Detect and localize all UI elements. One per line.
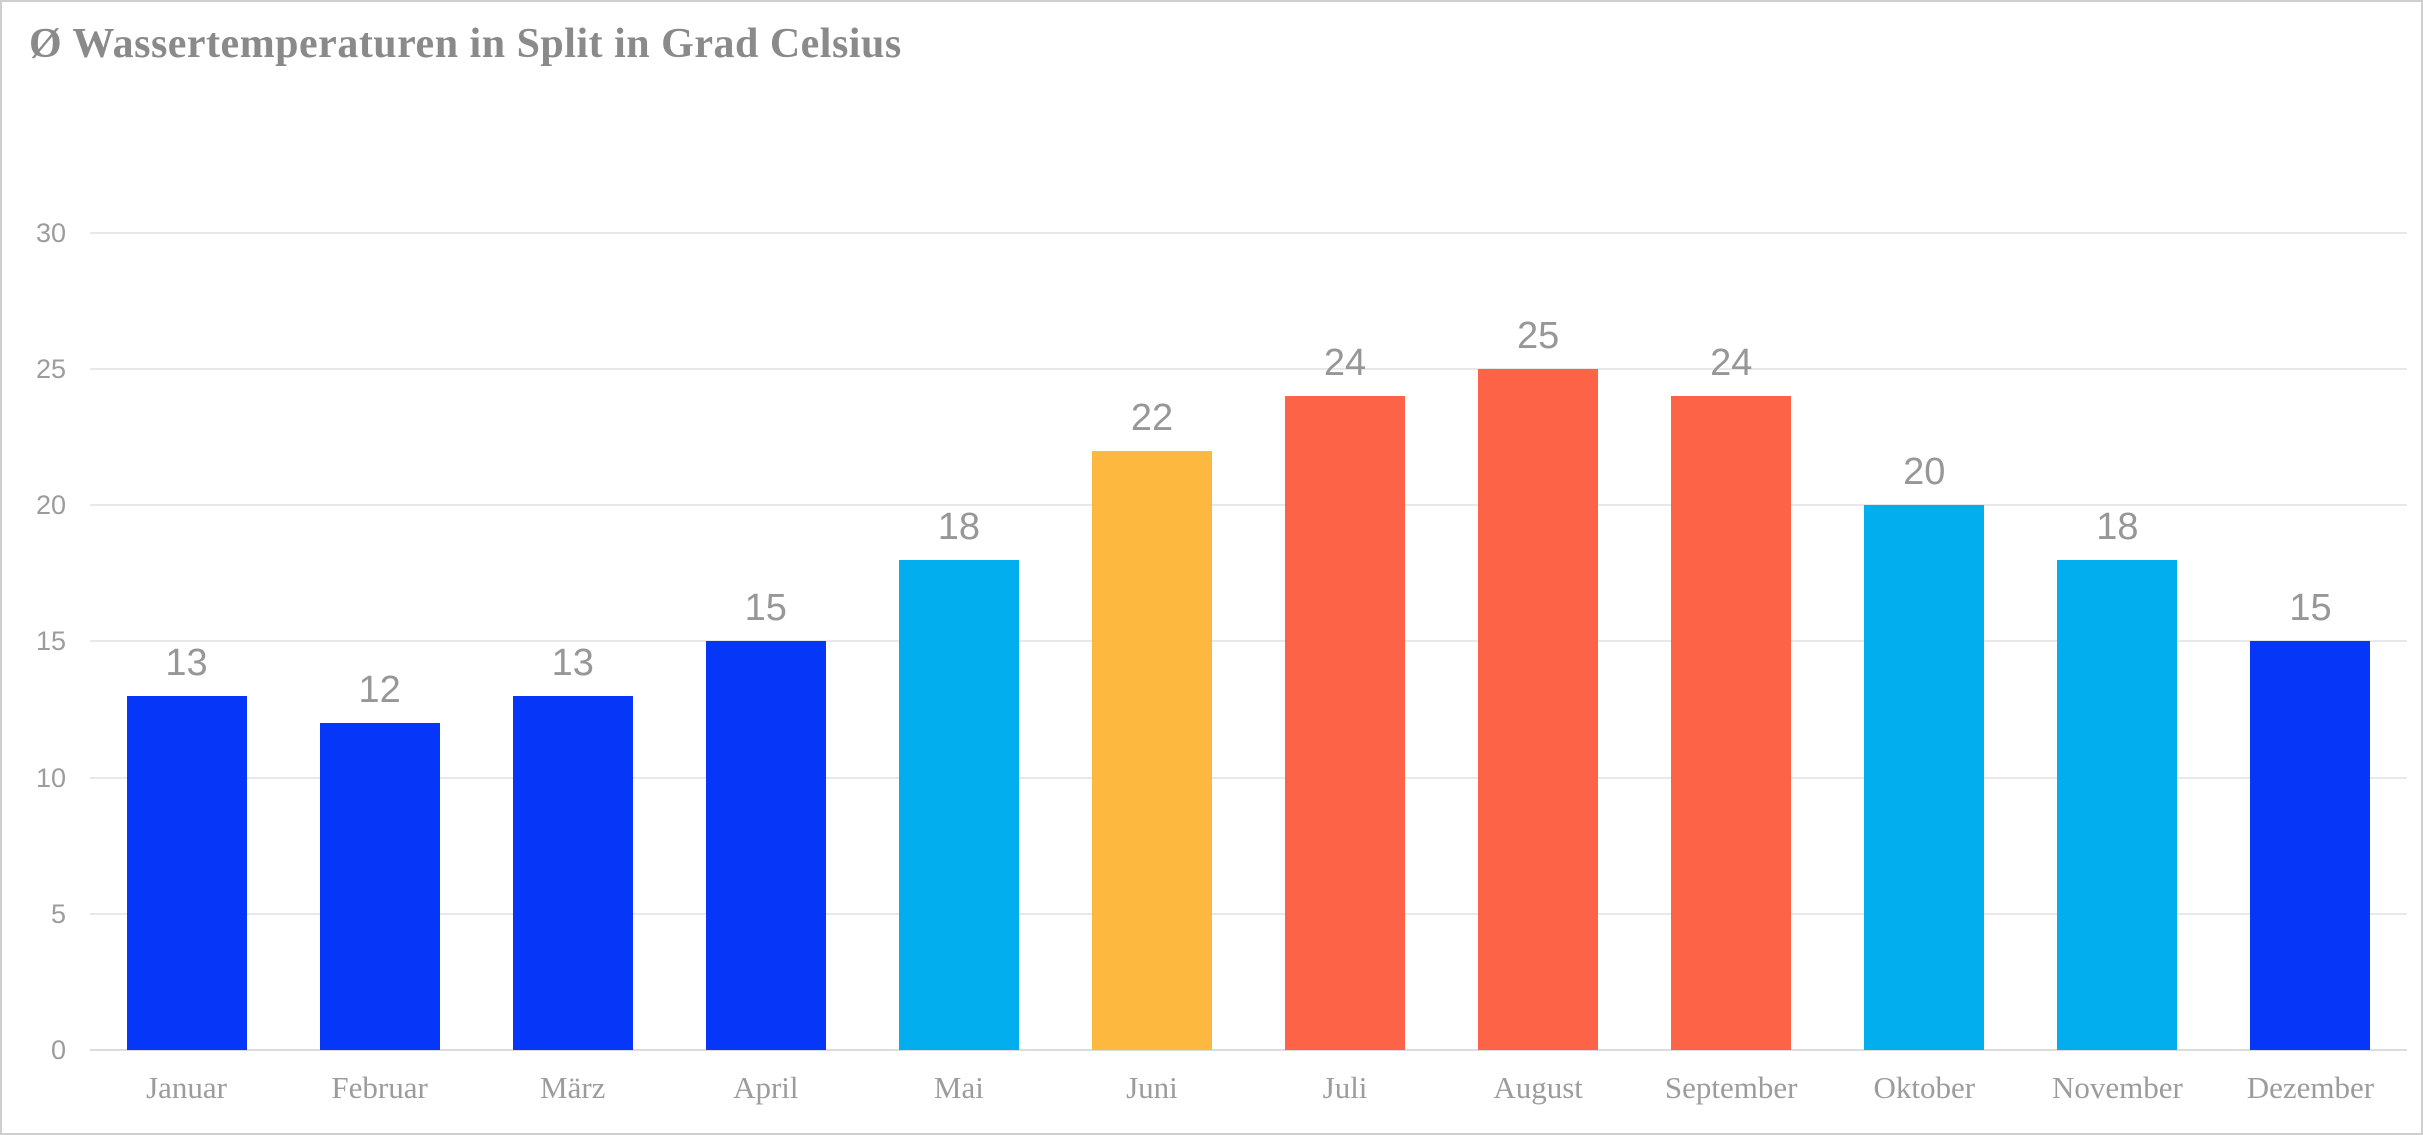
data-label-dezember: 15 <box>2289 587 2332 630</box>
gridline <box>90 367 2407 370</box>
bar-oktober <box>1864 505 1985 1050</box>
data-label-januar: 13 <box>165 641 208 684</box>
bar-september <box>1671 396 1792 1050</box>
bar-dezember <box>2250 641 2371 1050</box>
x-tick-label-dezember: Dezember <box>2246 1070 2375 1105</box>
data-label-august: 25 <box>1516 314 1560 357</box>
bar-november <box>2057 559 2178 1050</box>
data-label-februar: 12 <box>358 669 401 711</box>
x-tick-label-august: August <box>1493 1070 1583 1105</box>
gridline <box>90 504 2407 506</box>
x-tick-label-oktober: Oktober <box>1873 1070 1976 1105</box>
bar-januar <box>126 695 247 1050</box>
bar-juni <box>1091 450 1212 1050</box>
bar-marz <box>512 695 633 1050</box>
y-tick-label: 0 <box>50 1035 66 1065</box>
x-tick-label-mai: Mai <box>933 1070 984 1105</box>
x-tick-label-marz: März <box>540 1070 606 1105</box>
data-label-juli: 24 <box>1323 342 1367 384</box>
data-label-oktober: 20 <box>1903 451 1946 493</box>
gridline <box>90 912 2407 915</box>
bar-april <box>705 641 826 1050</box>
gridline <box>90 640 2407 643</box>
x-tick-label-september: September <box>1664 1070 1798 1105</box>
x-axis-line <box>90 1049 2407 1051</box>
y-tick-label: 15 <box>35 626 66 657</box>
bar-juli <box>1285 396 1406 1050</box>
bar-mai <box>898 559 1019 1050</box>
x-tick-label-juni: Juni <box>1126 1070 1178 1105</box>
data-label-marz: 13 <box>551 641 594 684</box>
gridline <box>90 231 2407 234</box>
y-tick-label: 25 <box>35 353 66 384</box>
y-tick-label: 30 <box>35 217 66 248</box>
y-tick-label: 20 <box>35 490 66 520</box>
x-tick-label-januar: Januar <box>146 1070 227 1105</box>
x-tick-label-april: April <box>733 1070 799 1105</box>
data-label-november: 18 <box>2096 505 2139 548</box>
gridline <box>90 776 2407 779</box>
data-label-juni: 22 <box>1130 396 1174 439</box>
bar-august <box>1478 368 1599 1050</box>
x-tick-label-juli: Juli <box>1322 1070 1368 1105</box>
x-tick-label-november: November <box>2051 1070 2183 1105</box>
x-tick-label-februar: Februar <box>331 1070 428 1105</box>
data-label-september: 24 <box>1710 342 1753 384</box>
bar-februar <box>319 723 440 1050</box>
y-tick-label: 10 <box>35 762 66 793</box>
y-tick-label: 5 <box>50 898 66 929</box>
data-label-mai: 18 <box>937 505 981 548</box>
chart-title: Ø Wassertemperaturen in Split in Grad Ce… <box>29 21 902 67</box>
data-label-april: 15 <box>744 587 787 630</box>
